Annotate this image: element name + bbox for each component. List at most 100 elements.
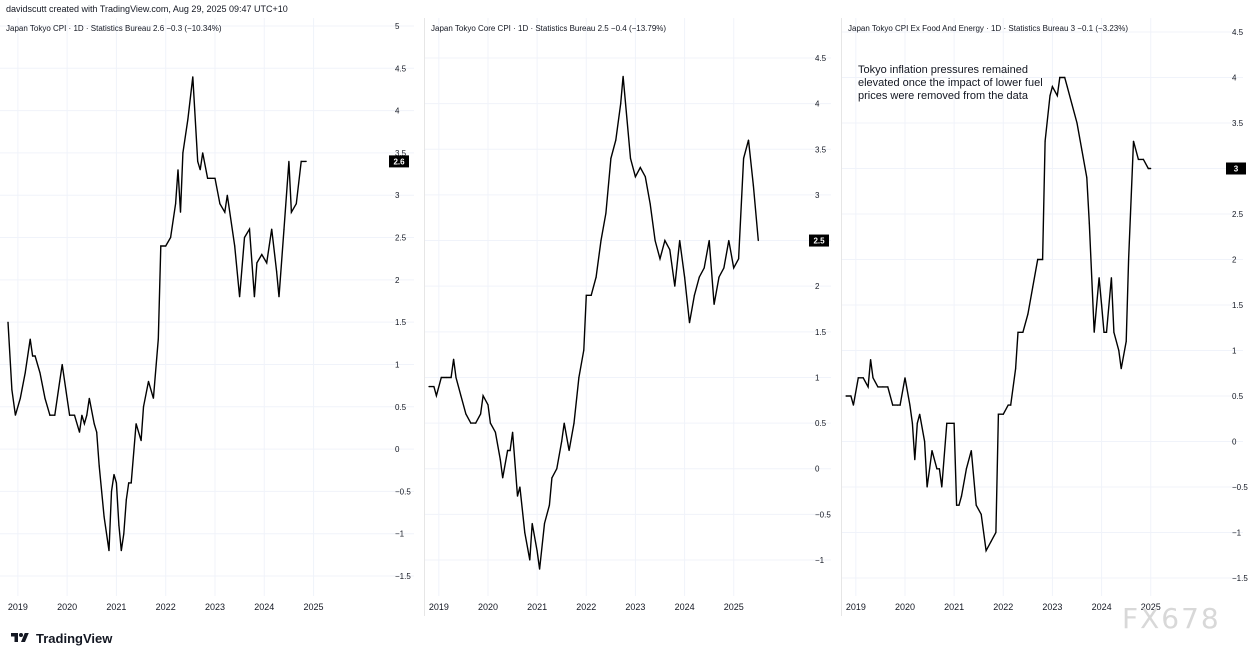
- y-tick-label: −0.5: [1232, 483, 1248, 492]
- data-point: [595, 276, 597, 278]
- data-point: [512, 431, 514, 433]
- y-tick-label: 2: [1232, 256, 1237, 265]
- data-point: [433, 386, 435, 388]
- data-point: [887, 386, 889, 388]
- data-point: [1027, 313, 1029, 315]
- data-point: [1015, 368, 1017, 370]
- data-point: [482, 395, 484, 397]
- chart-svg[interactable]: 4.5 4 3.5 3 2.5 2 1.5 1 0.5 0 −0.5 −1 2019 2020 2021 20…: [425, 18, 841, 616]
- data-point: [219, 203, 221, 205]
- data-point: [936, 468, 938, 470]
- data-point: [1132, 140, 1135, 142]
- data-point: [253, 296, 255, 298]
- y-tick-label: 5: [395, 22, 400, 31]
- data-point: [115, 482, 117, 484]
- data-point: [290, 211, 292, 213]
- panel-divider: [424, 18, 425, 616]
- chart-panel-tokyo-cpi-ex-food-energy[interactable]: 4.5 4 3.5 3 2.5 2 1.5 1 0.5 0 −0.5 −1 −1.5 2019 2020 20…: [842, 18, 1253, 616]
- data-point: [985, 550, 987, 552]
- data-point: [450, 376, 452, 379]
- data-point: [899, 404, 901, 406]
- data-point: [1051, 86, 1053, 88]
- y-tick-label: 1.5: [815, 328, 827, 337]
- data-point: [243, 236, 246, 239]
- data-point: [480, 413, 482, 415]
- data-point: [516, 495, 519, 497]
- data-point: [926, 486, 928, 488]
- data-point: [1113, 331, 1115, 333]
- data-point: [1076, 122, 1078, 124]
- data-point: [1118, 349, 1120, 352]
- y-tick-label: −0.5: [815, 510, 831, 519]
- data-point: [743, 157, 745, 159]
- data-point: [44, 397, 46, 399]
- data-point: [59, 380, 61, 382]
- data-point: [1010, 404, 1012, 406]
- data-point: [1071, 104, 1073, 106]
- y-tick-label: −1.5: [1232, 574, 1248, 583]
- panel-divider: [841, 18, 842, 616]
- data-point: [160, 245, 162, 247]
- x-tick-label: 2020: [478, 602, 498, 612]
- data-point: [507, 449, 509, 452]
- data-point: [24, 372, 26, 374]
- data-point: [475, 422, 477, 424]
- data-point: [7, 321, 9, 323]
- data-point: [170, 236, 172, 239]
- data-point: [224, 211, 226, 213]
- data-point: [489, 422, 491, 424]
- data-point: [1081, 149, 1083, 151]
- y-tick-label: 3: [815, 191, 820, 200]
- data-point: [110, 490, 113, 492]
- chart-svg[interactable]: 5 4.5 4 3.5 3 2.5 2 1.5 1 0.5 0 −0.5 −1 −1.5 2019 2020 2…: [0, 18, 424, 616]
- data-point: [1022, 331, 1024, 333]
- data-point: [622, 75, 624, 77]
- data-point: [688, 322, 691, 324]
- data-point: [470, 422, 472, 424]
- data-point: [916, 422, 918, 424]
- x-tick-label: 2022: [993, 602, 1013, 612]
- data-point: [39, 372, 41, 374]
- chart-svg[interactable]: 4.5 4 3.5 3 2.5 2 1.5 1 0.5 0 −0.5 −1 −1.5 2019 2020 20…: [842, 18, 1253, 616]
- data-point: [845, 395, 847, 397]
- y-tick-label: 0.5: [815, 419, 827, 428]
- data-point: [684, 276, 686, 278]
- data-point: [590, 294, 592, 296]
- data-point: [261, 253, 263, 256]
- data-point: [654, 239, 656, 242]
- data-point: [970, 450, 972, 452]
- data-point: [585, 294, 587, 296]
- chart-panel-tokyo-cpi[interactable]: 5 4.5 4 3.5 3 2.5 2 1.5 1 0.5 0 −0.5 −1 −1.5 2019 2020 2…: [0, 18, 424, 616]
- data-point: [568, 449, 570, 452]
- tradingview-logo[interactable]: TradingView: [8, 628, 112, 648]
- data-point: [142, 406, 145, 408]
- data-point: [664, 239, 666, 242]
- data-point: [135, 423, 137, 425]
- data-point: [1059, 76, 1061, 79]
- x-tick-label: 2025: [724, 602, 744, 612]
- data-point: [1002, 413, 1004, 415]
- data-point: [266, 262, 268, 264]
- data-point: [975, 504, 977, 506]
- data-point: [453, 358, 455, 360]
- chart-panel-tokyo-core-cpi[interactable]: 4.5 4 3.5 3 2.5 2 1.5 1 0.5 0 −0.5 −1 2019 2020 2021 20…: [425, 18, 841, 616]
- data-point: [649, 203, 651, 205]
- data-point: [96, 431, 98, 433]
- data-point: [924, 440, 926, 443]
- y-tick-label: −1.5: [395, 572, 411, 581]
- data-point: [78, 431, 81, 433]
- data-point: [1110, 277, 1112, 279]
- data-point: [551, 477, 553, 479]
- data-point: [536, 550, 538, 552]
- data-point: [909, 404, 911, 406]
- series-line: [7, 76, 307, 551]
- chart-annotation: Tokyo inflation pressures remained: [858, 64, 1028, 76]
- chart-title: Japan Tokyo CPI · 1D · Statistics Bureau…: [6, 24, 222, 33]
- data-point: [179, 211, 182, 213]
- data-point: [870, 359, 872, 361]
- x-tick-label: 2024: [254, 602, 274, 612]
- data-point: [867, 386, 869, 388]
- data-point: [946, 422, 948, 424]
- y-tick-label: 1.5: [395, 318, 407, 327]
- x-tick-label: 2021: [106, 602, 126, 612]
